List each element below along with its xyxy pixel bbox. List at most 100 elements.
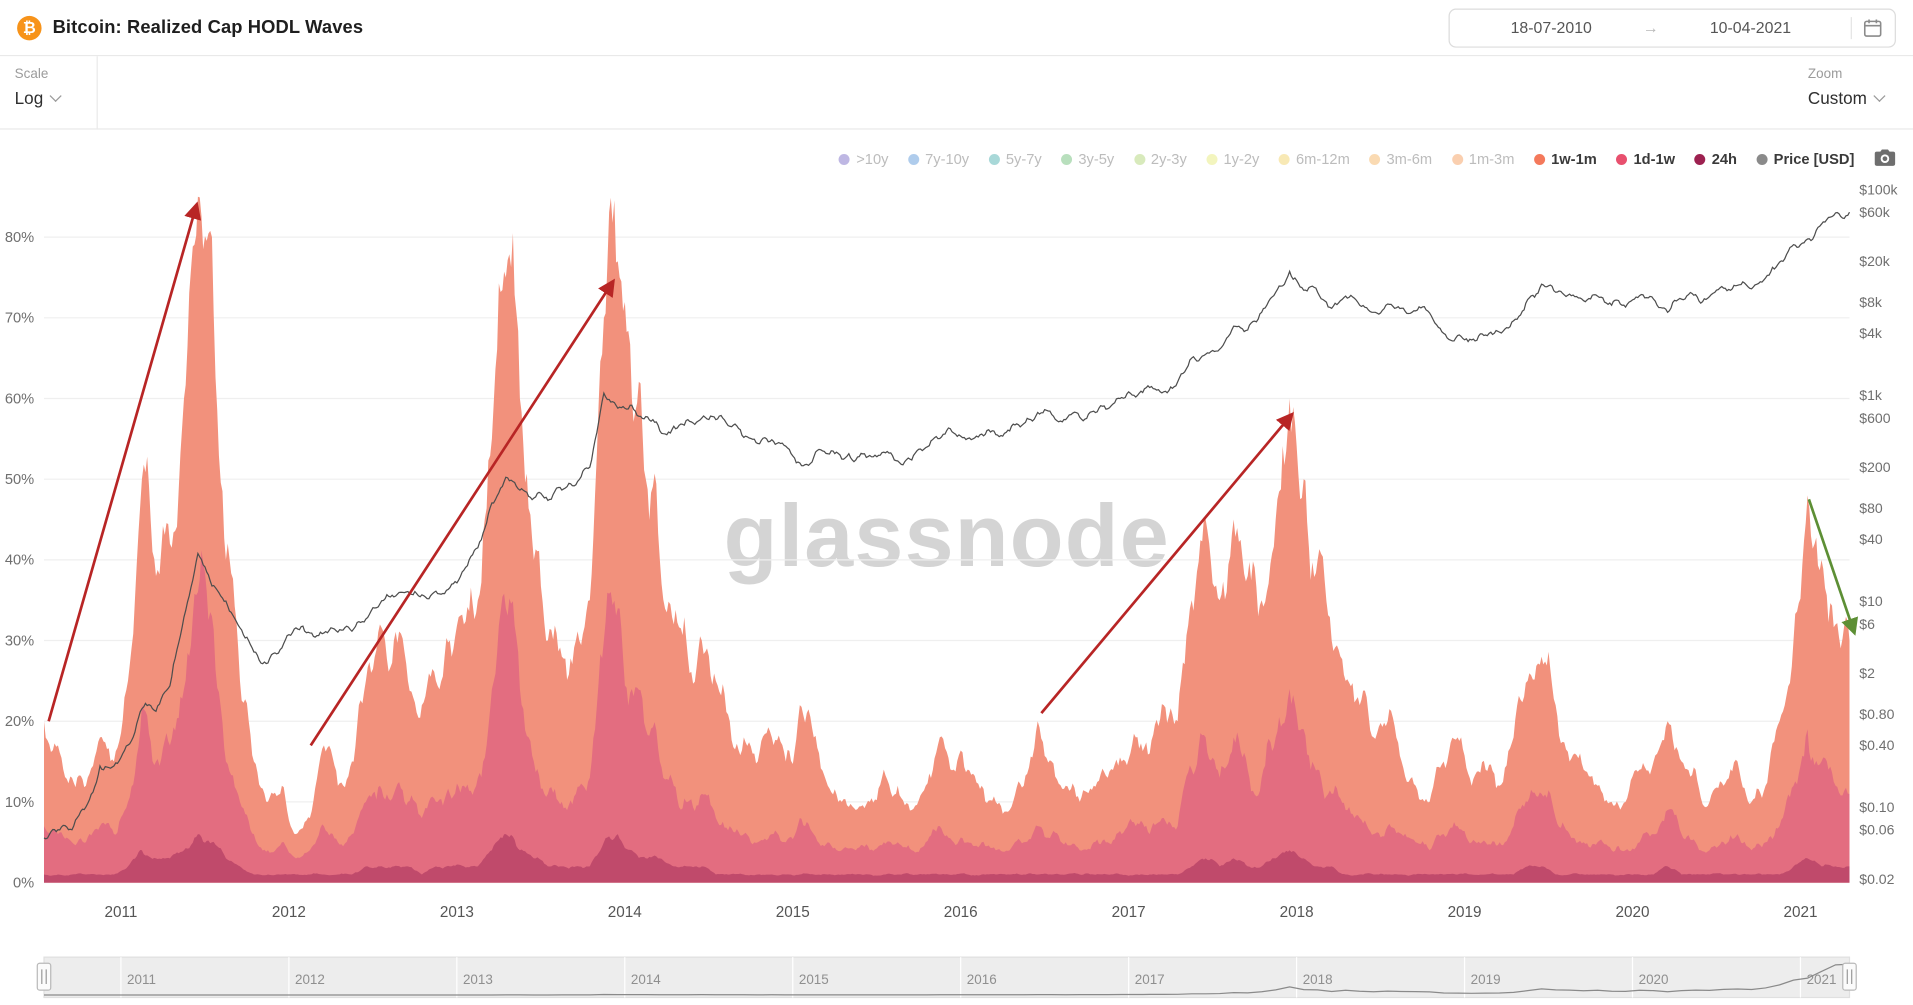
navigator-year-label: 2016 (967, 972, 997, 987)
legend-dot (988, 153, 1000, 165)
navigator-left-handle[interactable] (36, 962, 52, 991)
legend-item-price-usd[interactable]: Price [USD] (1756, 150, 1855, 168)
navigator-sparkline (44, 963, 1850, 996)
hodl-waves-chart[interactable]: 0% 10% 20% 30% 40% 50% 60% 70% 80% $100k $60k $20k $… (0, 130, 1913, 942)
legend-label: 6m-12m (1295, 150, 1350, 168)
date-to-input[interactable]: 10-04-2021 (1709, 18, 1792, 37)
legend-dot (1278, 153, 1290, 165)
zoom-value: Custom (1807, 88, 1867, 108)
y-axis-tick-right: $10 (1859, 593, 1883, 609)
navigator-year-label: 2019 (1471, 972, 1501, 987)
y-axis-tick-left: 0% (13, 875, 34, 891)
x-axis-tick: 2012 (272, 904, 306, 921)
legend-item-1w-1m[interactable]: 1w-1m (1533, 150, 1597, 168)
legend-item-2y-3y[interactable]: 2y-3y (1133, 150, 1187, 167)
legend-label: >10y (856, 150, 889, 168)
page-title: Bitcoin: Realized Cap HODL Waves (52, 17, 364, 38)
x-axis-tick: 2015 (776, 904, 810, 921)
x-axis-tick: 2018 (1280, 904, 1314, 921)
legend-item-3y-5y[interactable]: 3y-5y (1061, 150, 1114, 167)
y-axis-tick-left: 20% (5, 714, 34, 730)
y-axis-tick-right: $600 (1859, 410, 1890, 426)
legend-item-1d-1w[interactable]: 1d-1w (1616, 150, 1675, 167)
annotation-arrow (309, 278, 615, 747)
title-block: ₿ Bitcoin: Realized Cap HODL Waves (17, 15, 364, 40)
legend-label: Price [USD] (1773, 150, 1855, 168)
date-from-input[interactable]: 18-07-2010 (1510, 18, 1592, 37)
legend-label: 24h (1711, 150, 1737, 168)
navigator-year-label: 2017 (1135, 972, 1165, 987)
legend-item-24h[interactable]: 24h (1694, 150, 1737, 168)
navigator-right-handle[interactable] (1842, 962, 1857, 991)
area-1d-1w[interactable] (44, 550, 1850, 883)
y-axis-tick-right: $1k (1859, 387, 1883, 403)
y-axis-tick-right: $40 (1859, 531, 1883, 547)
camera-icon[interactable] (1873, 145, 1897, 169)
legend-label: 3y-5y (1078, 150, 1115, 168)
annotation-arrow (1807, 498, 1859, 636)
legend-label: 7y-10y (925, 150, 970, 168)
x-axis-tick: 2021 (1783, 904, 1817, 921)
annotation-arrow (1040, 411, 1294, 715)
x-axis-tick: 2019 (1448, 904, 1482, 921)
navigator-year-label: 2021 (1807, 972, 1837, 987)
scale-label: Scale (14, 67, 49, 82)
y-axis-tick-right: $0.06 (1859, 822, 1894, 838)
y-axis-tick-right: $8k (1859, 294, 1883, 310)
legend-item-1m-3m[interactable]: 1m-3m (1451, 150, 1515, 168)
chevron-down-icon (1873, 89, 1886, 102)
legend-label: 1m-3m (1468, 150, 1515, 168)
y-axis-tick-left: 40% (5, 553, 34, 569)
legend-dot (1369, 153, 1381, 165)
y-axis-tick-right: $0.10 (1859, 799, 1894, 815)
area-1w-1m[interactable] (44, 196, 1850, 883)
bitcoin-icon: ₿ (17, 15, 42, 40)
y-axis-tick-right: $60k (1859, 204, 1890, 220)
scale-value: Log (14, 88, 44, 108)
x-axis-tick: 2013 (440, 904, 474, 921)
y-axis-tick-right: $2 (1859, 665, 1875, 681)
area-24h[interactable] (44, 834, 1850, 883)
y-axis-tick-right: $4k (1859, 325, 1883, 341)
legend-item-5y-7y[interactable]: 5y-7y (988, 150, 1042, 168)
navigator[interactable]: 2011 2012 2013 2014 2015 2016 2017 2018 2019 2020… (0, 956, 1913, 1002)
legend-dot (907, 153, 919, 165)
navigator-year-label: 2015 (799, 972, 829, 987)
y-axis-tick-left: 10% (5, 795, 34, 811)
date-range-picker[interactable]: 18-07-2010 → 10-04-2021 (1448, 7, 1896, 48)
navigator-year-label: 2020 (1639, 972, 1669, 987)
y-axis-tick-right: $0.40 (1859, 737, 1894, 753)
y-axis-tick-left: 70% (5, 311, 34, 327)
y-axis-tick-right: $0.80 (1859, 706, 1894, 722)
legend-label: 1d-1w (1633, 150, 1676, 168)
toolbar: Scale Log Zoom Custom (0, 56, 1913, 130)
price-line[interactable] (43, 211, 1851, 840)
y-axis-tick-right: $6 (1859, 616, 1875, 632)
annotation-arrow (47, 201, 202, 722)
legend-item-10y[interactable]: >10y (839, 150, 888, 167)
legend-dot (1133, 153, 1145, 165)
y-axis-tick-left: 80% (5, 230, 34, 246)
calendar-icon[interactable] (1863, 18, 1883, 38)
legend-label: 3m-6m (1386, 150, 1433, 168)
scale-dropdown[interactable]: Scale Log (0, 56, 98, 130)
divider (1850, 16, 1852, 39)
legend-dot (1061, 153, 1073, 165)
legend-dot (1694, 153, 1706, 165)
legend-label: 1w-1m (1551, 150, 1597, 168)
legend-item-3m-6m[interactable]: 3m-6m (1369, 150, 1432, 167)
x-axis-tick: 2020 (1616, 904, 1650, 921)
legend-item-6m-12m[interactable]: 6m-12m (1278, 150, 1350, 168)
legend-dot (1206, 153, 1218, 165)
legend-dot (1756, 153, 1768, 165)
navigator-year-label: 2013 (463, 972, 493, 987)
x-axis-tick: 2016 (944, 904, 978, 921)
navigator-year-label: 2018 (1303, 972, 1333, 987)
zoom-dropdown[interactable]: Zoom Custom (1808, 56, 1896, 129)
legend-label: 5y-7y (1005, 150, 1042, 168)
legend-item-7y-10y[interactable]: 7y-10y (907, 150, 970, 168)
x-axis-tick: 2014 (608, 904, 642, 921)
legend-item-1y-2y[interactable]: 1y-2y (1206, 150, 1259, 167)
y-axis-tick-right: $200 (1859, 459, 1890, 475)
zoom-label: Zoom (1807, 67, 1843, 82)
